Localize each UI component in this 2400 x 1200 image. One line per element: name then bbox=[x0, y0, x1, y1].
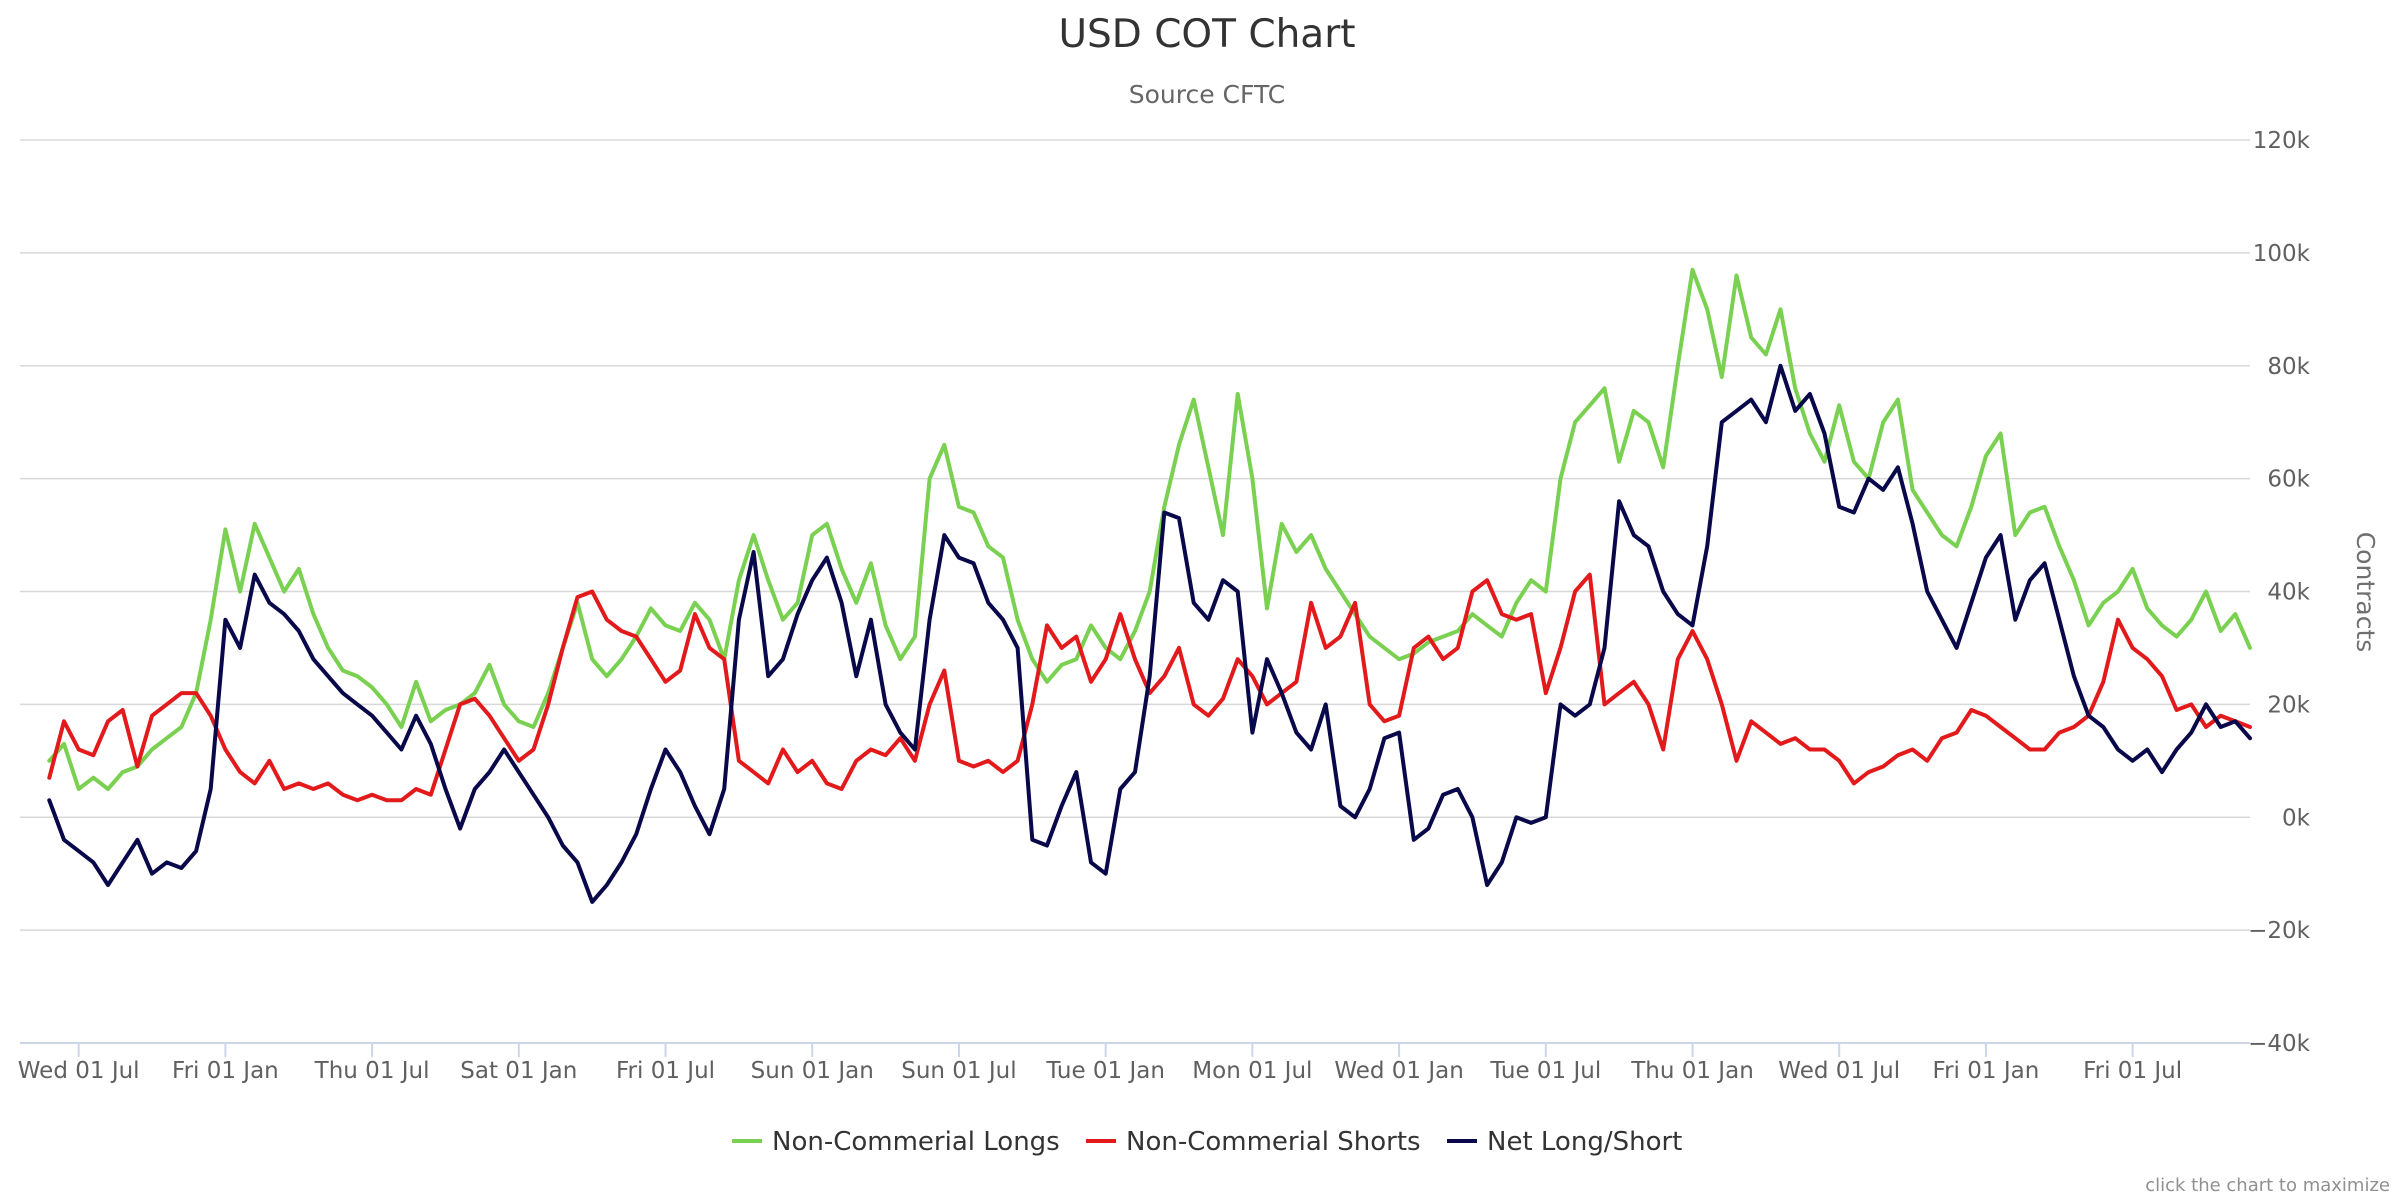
y-tick-label: 100k bbox=[2253, 241, 2311, 267]
y-axis-ticks: −40k −20k 0k 20k 40k 60k 80k 100k 120k bbox=[2248, 128, 2311, 1057]
legend-item-longs[interactable]: Non-Commerial Longs bbox=[732, 1127, 1060, 1157]
y-tick-label: −20k bbox=[2248, 918, 2311, 944]
grid-lines bbox=[20, 139, 2250, 931]
chart-subtitle: Source CFTC bbox=[1129, 80, 1285, 109]
x-tick-label: Mon 01 Jul bbox=[1192, 1058, 1312, 1084]
series-line-longs[interactable] bbox=[47, 267, 2252, 791]
x-tick-label: Thu 01 Jan bbox=[1630, 1058, 1754, 1084]
x-tick-label: Fri 01 Jan bbox=[172, 1058, 279, 1084]
maximize-hint[interactable]: click the chart to maximize bbox=[2145, 1175, 2390, 1196]
y-tick-label: 120k bbox=[2253, 128, 2311, 154]
x-axis-ticks: Wed 01 Jul Fri 01 Jan Thu 01 Jul Sat 01 Jan… bbox=[18, 1043, 2182, 1084]
legend-item-shorts[interactable]: Non-Commerial Shorts bbox=[1086, 1127, 1421, 1157]
x-tick-label: Sat 01 Jan bbox=[460, 1058, 577, 1084]
x-tick-label: Wed 01 Jul bbox=[18, 1058, 140, 1084]
x-tick-label: Wed 01 Jul bbox=[1778, 1058, 1900, 1084]
x-tick-label: Thu 01 Jul bbox=[314, 1058, 430, 1084]
chart-title: USD COT Chart bbox=[1058, 12, 1355, 57]
x-tick-label: Wed 01 Jan bbox=[1334, 1058, 1464, 1084]
legend-label-shorts: Non-Commerial Shorts bbox=[1126, 1127, 1421, 1157]
x-tick-label: Fri 01 Jan bbox=[1933, 1058, 2040, 1084]
y-tick-label: 60k bbox=[2267, 467, 2310, 493]
y-tick-label: 20k bbox=[2267, 692, 2310, 718]
x-tick-label: Fri 01 Jul bbox=[616, 1058, 715, 1084]
series-line-net[interactable] bbox=[47, 363, 2252, 904]
x-tick-label: Sun 01 Jan bbox=[751, 1058, 874, 1084]
x-tick-label: Tue 01 Jul bbox=[1489, 1058, 1601, 1084]
y-tick-label: 40k bbox=[2267, 580, 2310, 606]
x-tick-label: Sun 01 Jul bbox=[901, 1058, 1016, 1084]
x-tick-label: Fri 01 Jul bbox=[2083, 1058, 2182, 1084]
legend-label-longs: Non-Commerial Longs bbox=[772, 1127, 1060, 1157]
series-line-shorts[interactable] bbox=[47, 572, 2252, 803]
x-tick-label: Tue 01 Jan bbox=[1045, 1058, 1165, 1084]
y-axis-title: Contracts bbox=[2351, 532, 2380, 653]
y-tick-label: 80k bbox=[2267, 354, 2310, 380]
y-tick-label: 0k bbox=[2282, 805, 2311, 831]
plot-series bbox=[47, 267, 2252, 904]
legend-item-net[interactable]: Net Long/Short bbox=[1447, 1127, 1682, 1157]
y-tick-label: −40k bbox=[2248, 1031, 2311, 1057]
legend: Non-Commerial Longs Non-Commerial Shorts… bbox=[732, 1127, 1682, 1157]
legend-label-net: Net Long/Short bbox=[1487, 1127, 1682, 1157]
